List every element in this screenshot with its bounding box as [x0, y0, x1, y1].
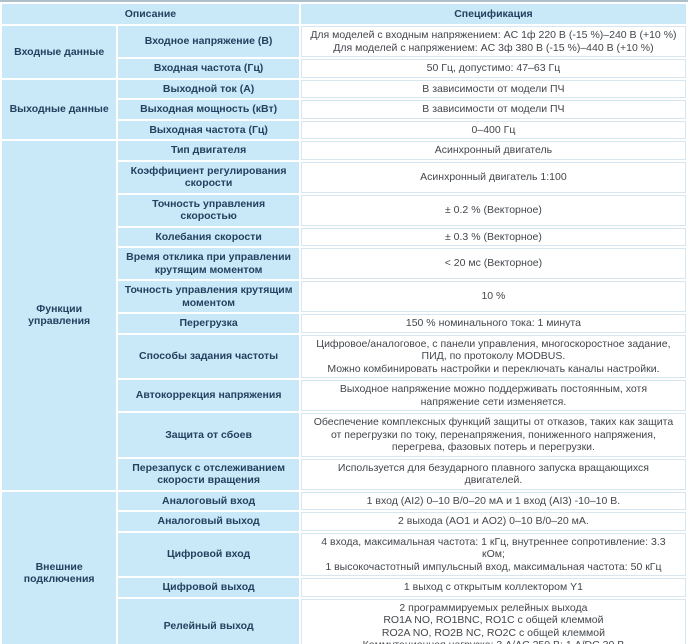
- description-cell: Выходная частота (Гц): [118, 120, 299, 139]
- category-cell-output-data: Выходные данные: [2, 79, 117, 139]
- specification-cell: 0–400 Гц: [300, 120, 686, 139]
- specification-cell: Для моделей с входным напряжением: AC 1ф…: [300, 26, 686, 57]
- table-row: Способы задания частоты Цифровое/аналого…: [2, 334, 686, 378]
- specification-cell: 1 выход с открытым коллектором Y1: [300, 578, 686, 597]
- specification-cell: ± 0.2 % (Векторное): [300, 194, 686, 226]
- table-row: Время отклика при управлении крутящим мо…: [2, 248, 686, 279]
- table-row: Выходная частота (Гц) 0–400 Гц: [2, 120, 686, 139]
- table-row: Точность управления крутящим моментом 10…: [2, 281, 686, 312]
- specification-cell: < 20 мс (Векторное): [300, 248, 686, 279]
- table-row: Цифровой вход 4 входа, максимальная част…: [2, 532, 686, 576]
- description-cell: Релейный выход: [118, 598, 299, 644]
- table-row: Автокоррекция напряжения Выходное напряж…: [2, 380, 686, 411]
- description-cell: Тип двигателя: [118, 141, 299, 160]
- description-cell: Перезапуск с отслеживанием скорости вращ…: [118, 458, 299, 490]
- description-cell: Цифровой вход: [118, 532, 299, 576]
- specification-cell: 2 программируемых релейных выхода RO1A N…: [300, 598, 686, 644]
- specification-cell: Выходное напряжение можно поддерживать п…: [300, 380, 686, 411]
- specification-cell: В зависимости от модели ПЧ: [300, 100, 686, 119]
- description-cell: Входное напряжение (В): [118, 26, 299, 57]
- table-row: Выходная мощность (кВт) В зависимости от…: [2, 100, 686, 119]
- table-row: Аналоговый выход 2 выхода (AO1 и AO2) 0–…: [2, 512, 686, 531]
- specification-cell: 2 выхода (AO1 и AO2) 0–10 В/0–20 мА.: [300, 512, 686, 531]
- description-cell: Коэффициент регулирования скорости: [118, 161, 299, 193]
- specification-cell: Асинхронный двигатель: [300, 141, 686, 160]
- specification-cell: Цифровое/аналоговое, с панели управления…: [300, 334, 686, 378]
- specification-cell: Асинхронный двигатель 1:100: [300, 161, 686, 193]
- specification-cell: Обеспечение комплексных функций защиты о…: [300, 413, 686, 457]
- description-cell: Точность управления скоростью: [118, 194, 299, 226]
- specification-cell: В зависимости от модели ПЧ: [300, 79, 686, 98]
- specification-cell: 4 входа, максимальная частота: 1 кГц, вн…: [300, 532, 686, 576]
- description-cell: Входная частота (Гц): [118, 59, 299, 78]
- specification-cell: 50 Гц, допустимо: 47–63 Гц: [300, 59, 686, 78]
- description-cell: Автокоррекция напряжения: [118, 380, 299, 411]
- description-cell: Выходной ток (А): [118, 79, 299, 98]
- table-row: Защита от сбоев Обеспечение комплексных …: [2, 413, 686, 457]
- table-row: Перегрузка 150 % номинального тока: 1 ми…: [2, 314, 686, 333]
- specification-cell: Используется для безударного плавного за…: [300, 458, 686, 490]
- category-cell-input-data: Входные данные: [2, 26, 117, 78]
- specification-cell: ± 0.3 % (Векторное): [300, 227, 686, 246]
- header-description-cell: Описание: [2, 4, 299, 24]
- header-specification-cell: Спецификация: [300, 4, 686, 24]
- table-row: Релейный выход 2 программируемых релейны…: [2, 598, 686, 644]
- specification-cell: 10 %: [300, 281, 686, 312]
- table-row: Точность управления скоростью ± 0.2 % (В…: [2, 194, 686, 226]
- table-row: Цифровой выход 1 выход с открытым коллек…: [2, 578, 686, 597]
- top-divider: [0, 0, 688, 2]
- description-cell: Точность управления крутящим моментом: [118, 281, 299, 312]
- category-cell-external-connections: Внешние подключения: [2, 491, 117, 644]
- description-cell: Защита от сбоев: [118, 413, 299, 457]
- table-row: Внешние подключения Аналоговый вход 1 вх…: [2, 491, 686, 644]
- description-cell: Аналоговый выход: [118, 512, 299, 531]
- table-row: Коэффициент регулирования скорости Асинх…: [2, 161, 686, 193]
- specification-cell: 150 % номинального тока: 1 минута: [300, 314, 686, 333]
- table-row: Перезапуск с отслеживанием скорости вращ…: [2, 458, 686, 490]
- table-row: Входная частота (Гц) 50 Гц, допустимо: 4…: [2, 59, 686, 78]
- table-row: Выходные данные Выходной ток (А) В завис…: [2, 79, 686, 139]
- description-cell: Колебания скорости: [118, 227, 299, 246]
- table-row: Функции управления Тип двигателя Асинхро…: [2, 141, 686, 490]
- table-row: Колебания скорости ± 0.3 % (Векторное): [2, 227, 686, 246]
- description-cell: Цифровой выход: [118, 578, 299, 597]
- category-cell-control-functions: Функции управления: [2, 141, 117, 490]
- table-header-row: Описание Спецификация: [2, 4, 686, 24]
- description-cell: Аналоговый вход: [118, 491, 299, 510]
- description-cell: Время отклика при управлении крутящим мо…: [118, 248, 299, 279]
- table-row: Входные данные Входное напряжение (В) Дл…: [2, 26, 686, 78]
- description-cell: Выходная мощность (кВт): [118, 100, 299, 119]
- description-cell: Перегрузка: [118, 314, 299, 333]
- specification-cell: 1 вход (AI2) 0–10 В/0–20 мА и 1 вход (AI…: [300, 491, 686, 510]
- description-cell: Способы задания частоты: [118, 334, 299, 378]
